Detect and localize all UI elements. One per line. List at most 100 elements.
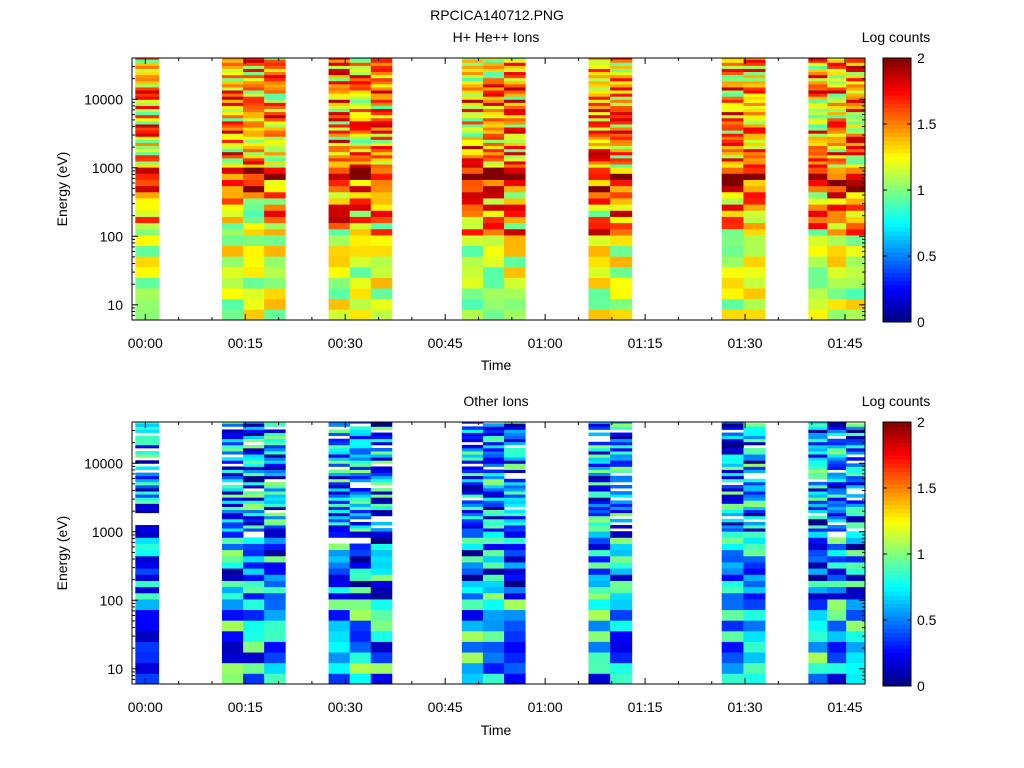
heatmap-cell	[846, 62, 866, 66]
heatmap-cell	[846, 136, 866, 140]
colorbar-swatch	[883, 644, 911, 650]
heatmap-cell	[370, 509, 393, 514]
heatmap-cell	[221, 117, 244, 122]
heatmap-cell	[349, 528, 372, 532]
heatmap-cell	[221, 266, 244, 278]
heatmap-cell	[504, 139, 526, 143]
heatmap-cell	[243, 133, 265, 137]
heatmap-cell	[588, 525, 611, 529]
plot-frame-1	[131, 57, 866, 321]
heatmap-cell	[827, 80, 847, 85]
heatmap-cell	[135, 460, 160, 464]
heatmap-cell	[328, 256, 351, 268]
heatmap-cell	[221, 457, 244, 461]
x-tick-label: 01:45	[827, 699, 862, 715]
heatmap-cell	[482, 525, 505, 529]
heatmap-cell	[504, 518, 526, 523]
colorbar-swatch	[883, 566, 911, 572]
heatmap-cell	[243, 429, 265, 433]
heatmap-cell	[827, 630, 847, 642]
heatmap-cell	[461, 210, 484, 217]
heatmap-cell	[588, 148, 611, 153]
heatmap-cell	[610, 432, 633, 437]
heatmap-cell	[504, 80, 526, 85]
heatmap-cell	[264, 641, 286, 653]
heatmap-cell	[846, 662, 866, 674]
heatmap-cell	[461, 592, 484, 600]
heatmap-cell	[846, 93, 866, 97]
heatmap-cell	[461, 133, 484, 137]
heatmap-cell	[482, 164, 505, 168]
colorbar-swatch	[883, 103, 911, 109]
heatmap-cell	[135, 145, 160, 150]
heatmap-cell	[808, 59, 828, 63]
heatmap-cell	[243, 641, 265, 653]
heatmap-cell	[721, 641, 744, 653]
heatmap-cell	[827, 108, 847, 113]
heatmap-cell	[827, 77, 847, 82]
heatmap-cell	[808, 475, 828, 480]
heatmap-cell	[743, 151, 766, 156]
colorbar-swatch	[883, 86, 911, 92]
heatmap-cell	[721, 586, 744, 594]
heatmap-cell	[461, 481, 484, 486]
heatmap-cell	[827, 204, 847, 211]
heatmap-cell	[721, 472, 744, 477]
heatmap-cell	[221, 451, 244, 455]
heatmap-cell	[349, 133, 372, 137]
heatmap-cell	[370, 191, 393, 199]
heatmap-cell	[482, 179, 505, 187]
heatmap-cell	[743, 599, 766, 611]
heatmap-cell	[504, 441, 526, 446]
heatmap-cell	[482, 503, 505, 507]
heatmap-cell	[743, 537, 766, 544]
heatmap-cell	[504, 179, 526, 187]
heatmap-cell	[482, 117, 505, 122]
heatmap-cell	[588, 491, 611, 495]
heatmap-cell	[721, 503, 744, 507]
heatmap-cell	[243, 432, 265, 437]
colorbar-swatch	[883, 669, 911, 675]
heatmap-cell	[135, 256, 160, 268]
heatmap-cell	[482, 531, 505, 538]
heatmap-cell	[504, 562, 526, 569]
heatmap-cell	[482, 673, 505, 685]
heatmap-cell	[370, 662, 393, 674]
heatmap-cell	[846, 609, 866, 621]
heatmap-cell	[243, 463, 265, 467]
heatmap-cell	[827, 298, 847, 310]
heatmap-cell	[461, 472, 484, 477]
heatmap-cell	[264, 93, 286, 97]
heatmap-cell	[243, 139, 265, 143]
heatmap-cell	[846, 228, 866, 236]
heatmap-cell	[221, 429, 244, 433]
colorbar-swatch	[883, 665, 911, 671]
heatmap-cell	[743, 500, 766, 504]
y-tick-label: 100	[100, 228, 124, 244]
heatmap-cell	[221, 130, 244, 134]
heatmap-cell	[846, 543, 866, 551]
colorbar-swatch	[883, 119, 911, 125]
heatmap-cell	[328, 222, 351, 230]
colorbar-swatch	[883, 529, 911, 534]
heatmap-cell	[461, 102, 484, 106]
heatmap-cell	[243, 111, 265, 116]
heatmap-cell	[328, 108, 351, 113]
heatmap-cell	[461, 673, 484, 685]
heatmap-cell	[504, 609, 526, 621]
heatmap-cell	[221, 447, 244, 452]
heatmap-cell	[721, 198, 744, 205]
heatmap-cell	[808, 662, 828, 674]
heatmap-cell	[264, 102, 286, 106]
heatmap-cell	[349, 142, 372, 147]
heatmap-cell	[328, 463, 351, 467]
heatmap-cell	[243, 599, 265, 611]
heatmap-cell	[808, 114, 828, 119]
heatmap-cell	[482, 71, 505, 76]
heatmap-cell	[243, 164, 265, 168]
heatmap-cell	[461, 161, 484, 165]
heatmap-cell	[827, 543, 847, 551]
heatmap-cell	[846, 266, 866, 278]
heatmap-cell	[221, 528, 244, 532]
heatmap-cell	[808, 568, 828, 575]
